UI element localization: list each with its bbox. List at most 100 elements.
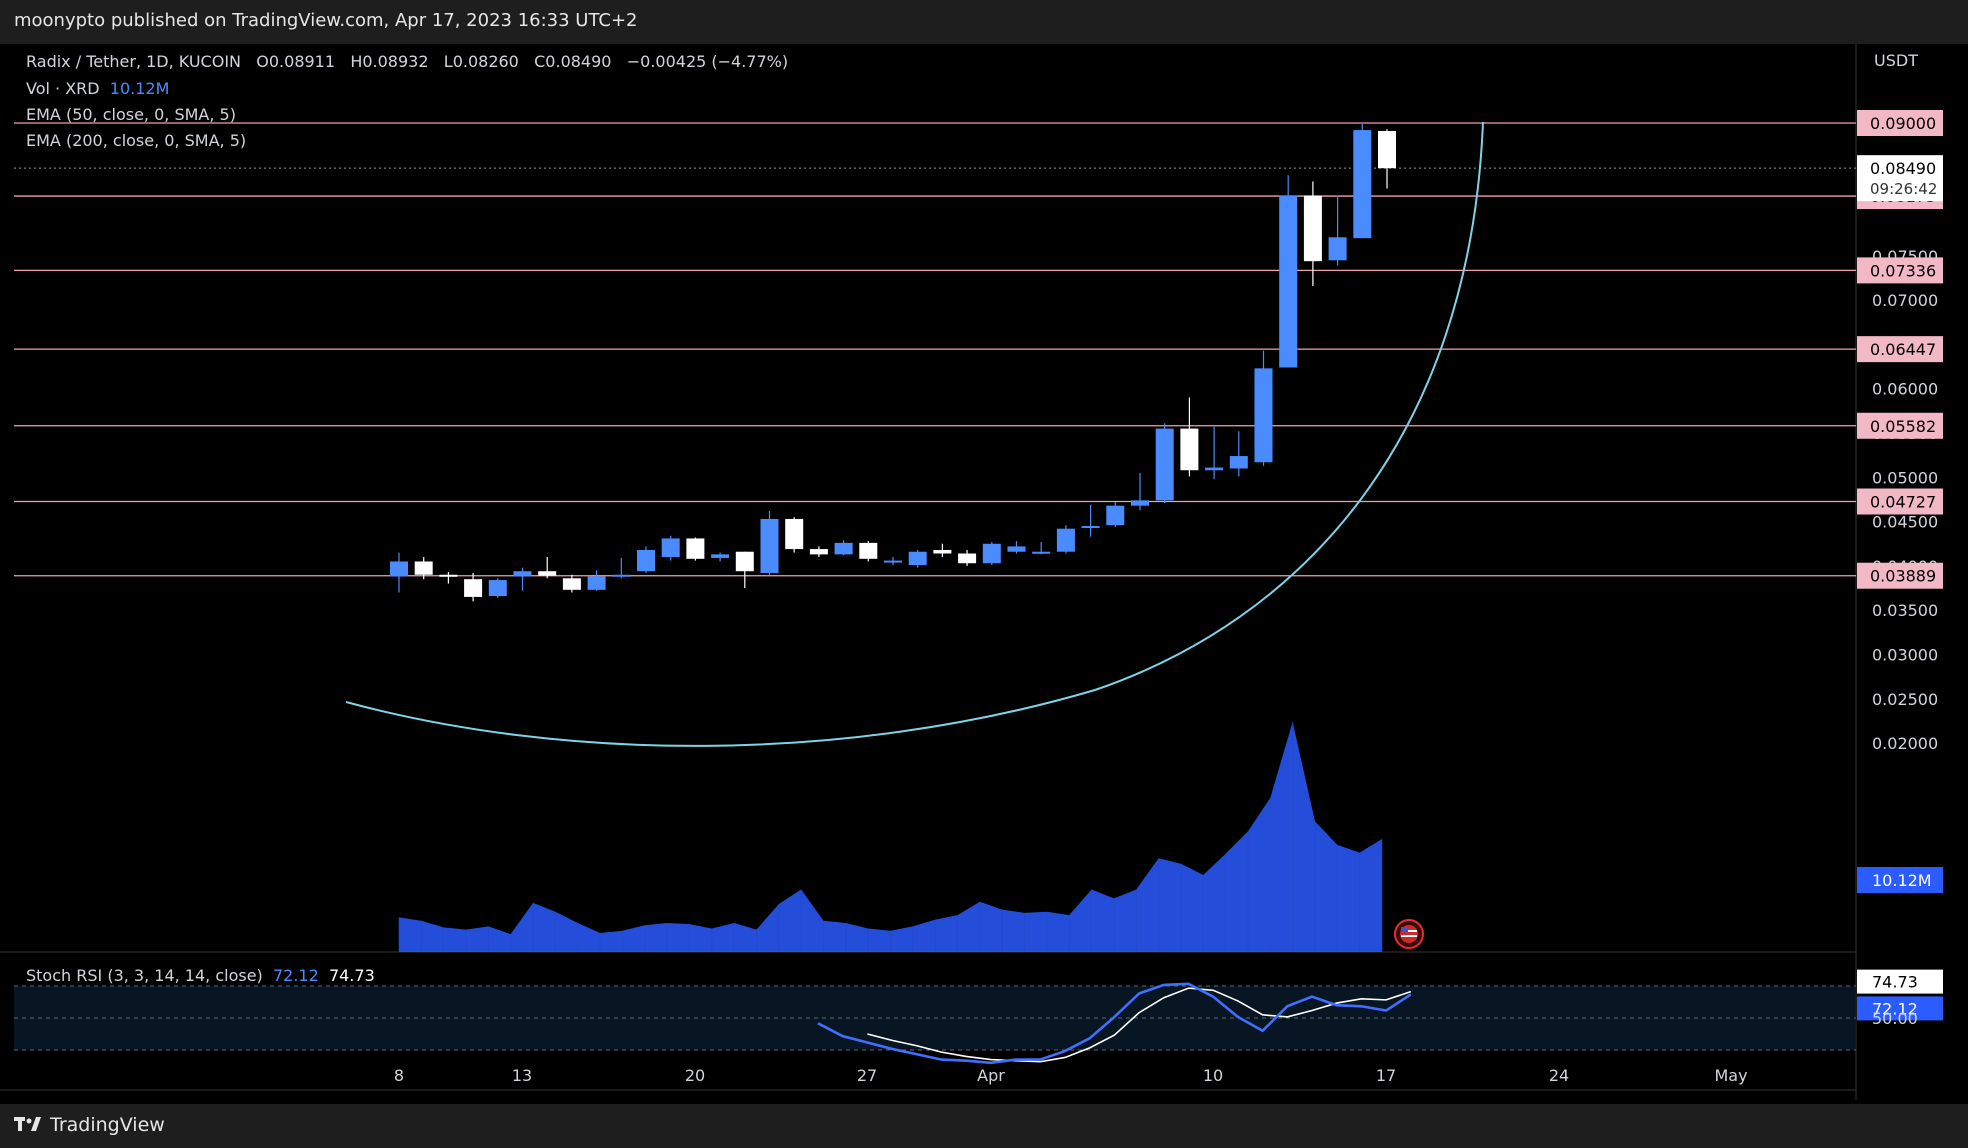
candle-body (1007, 546, 1026, 552)
ema200-legend[interactable]: EMA (200, close, 0, SMA, 5) (26, 131, 247, 150)
candle-body (562, 578, 581, 590)
level-label-box (1857, 110, 1943, 136)
countdown-label: 09:26:42 (1870, 180, 1937, 198)
candle-body (982, 543, 1001, 564)
candle-body (785, 518, 804, 550)
level-label: 0.05582 (1870, 417, 1936, 436)
stoch-k-value: 72.12 (272, 966, 319, 985)
volume-label-box (1857, 867, 1943, 893)
candle-body (1328, 237, 1347, 261)
candles (390, 123, 1396, 602)
stoch-k-line (817, 982, 1412, 1065)
symbol-legend: Radix / Tether, 1D, KUCOIN O0.08911 H0.0… (26, 52, 788, 71)
stoch-rsi-pane (14, 985, 1856, 1051)
time-tick: 10 (1203, 1066, 1223, 1085)
candle-body (1056, 528, 1075, 552)
stoch-d-line (867, 987, 1412, 1063)
price-tick: 0.06000 (1872, 380, 1938, 399)
candle-body (809, 549, 828, 555)
flag-icon[interactable] (1394, 919, 1424, 949)
level-label-box (1857, 562, 1943, 589)
time-tick: 20 (685, 1066, 705, 1085)
stoch-d-value: 74.73 (328, 966, 375, 985)
level-label: 0.09000 (1870, 114, 1936, 133)
time-axis: 8 13 20 27 Apr 10 17 24 May (394, 1066, 1748, 1085)
time-tick: Apr (977, 1066, 1005, 1085)
candle-body (464, 579, 483, 597)
candle-body (1279, 195, 1298, 368)
price-chart[interactable]: 0.090000.085000.075000.070000.065000.060… (0, 44, 1968, 1104)
candle-body (1032, 551, 1051, 554)
price-tick: 0.07000 (1872, 291, 1938, 310)
stoch-legend[interactable]: Stoch RSI (3, 3, 14, 14, close) 72.12 74… (26, 966, 375, 985)
publish-header: moonypto published on TradingView.com, A… (0, 0, 1968, 44)
candle-body (908, 551, 927, 566)
candle-body (1353, 130, 1372, 239)
ohlc-change: −0.00425 (−4.77%) (626, 52, 789, 71)
last-price-box (1857, 155, 1943, 202)
tradingview-icon (14, 1117, 41, 1131)
publish-info: moonypto published on TradingView.com, A… (14, 10, 638, 31)
stoch-50-tick: 50.00 (1872, 1009, 1918, 1028)
time-tick: 8 (394, 1066, 404, 1085)
candle-body (1229, 456, 1248, 469)
price-tick: 0.05000 (1872, 468, 1938, 487)
candle-body (1378, 130, 1396, 169)
time-tick: 24 (1549, 1066, 1569, 1085)
candle-body (513, 571, 532, 577)
stoch-k-box (1857, 996, 1943, 1021)
candle-body (1180, 428, 1199, 471)
level-label: 0.04727 (1870, 493, 1936, 512)
brand-name: TradingView (50, 1114, 165, 1136)
ohlc-low: L0.08260 (443, 52, 519, 71)
candle-body (538, 571, 557, 576)
candle-body (735, 551, 754, 572)
candle-body (1155, 428, 1174, 501)
last-price-label: 0.08490 (1870, 159, 1936, 178)
candle-body (760, 518, 779, 573)
symbol-title[interactable]: Radix / Tether, 1D, KUCOIN (26, 52, 242, 71)
level-label: 0.03889 (1870, 567, 1936, 586)
footer: TradingView (0, 1104, 1968, 1148)
level-label-box (1857, 488, 1943, 515)
candle-body (1303, 195, 1322, 262)
time-tick: May (1714, 1066, 1747, 1085)
ema50-legend[interactable]: EMA (50, close, 0, SMA, 5) (26, 105, 236, 124)
candle-body (1205, 467, 1224, 471)
candle-body (884, 560, 902, 563)
stoch-d-box (1857, 969, 1943, 994)
time-tick: 27 (857, 1066, 877, 1085)
stoch-k-axis: 72.12 (1872, 999, 1918, 1018)
volume-axis-label: 10.12M (1872, 871, 1932, 890)
horizontal-levels (14, 122, 1856, 577)
level-label-box (1857, 412, 1943, 439)
price-axis: 0.090000.085000.075000.070000.065000.060… (1857, 110, 1943, 1028)
candle-body (661, 538, 680, 558)
candle-body (414, 561, 433, 575)
ohlc-open: O0.08911 (256, 52, 336, 71)
price-tick: 0.03000 (1872, 645, 1938, 664)
candle-body (933, 549, 952, 554)
stoch-lines (817, 982, 1412, 1065)
time-tick: 17 (1376, 1066, 1396, 1085)
candle-body (1081, 526, 1100, 529)
price-tick: 0.02000 (1872, 734, 1938, 753)
currency-label: USDT (1874, 51, 1918, 70)
volume-legend[interactable]: Vol · XRD 10.12M (26, 79, 169, 98)
candle-body (1254, 368, 1273, 463)
candle-body (958, 553, 977, 564)
ohlc-high: H0.08932 (350, 52, 429, 71)
candle-body (612, 574, 631, 577)
stoch-label: Stoch RSI (3, 3, 14, 14, close) (26, 966, 263, 985)
stoch-d-axis: 74.73 (1872, 973, 1918, 992)
price-tick: 0.03500 (1872, 601, 1938, 620)
tradingview-logo[interactable]: TradingView (14, 1114, 165, 1136)
volume-value: 10.12M (109, 79, 170, 98)
level-label: 0.06447 (1870, 340, 1936, 359)
volume-area (398, 722, 1383, 952)
candle-body (1106, 505, 1125, 526)
level-label: 0.07336 (1870, 261, 1936, 280)
candle-body (637, 549, 655, 572)
candle-body (587, 576, 606, 590)
price-tick: 0.04500 (1872, 513, 1938, 532)
